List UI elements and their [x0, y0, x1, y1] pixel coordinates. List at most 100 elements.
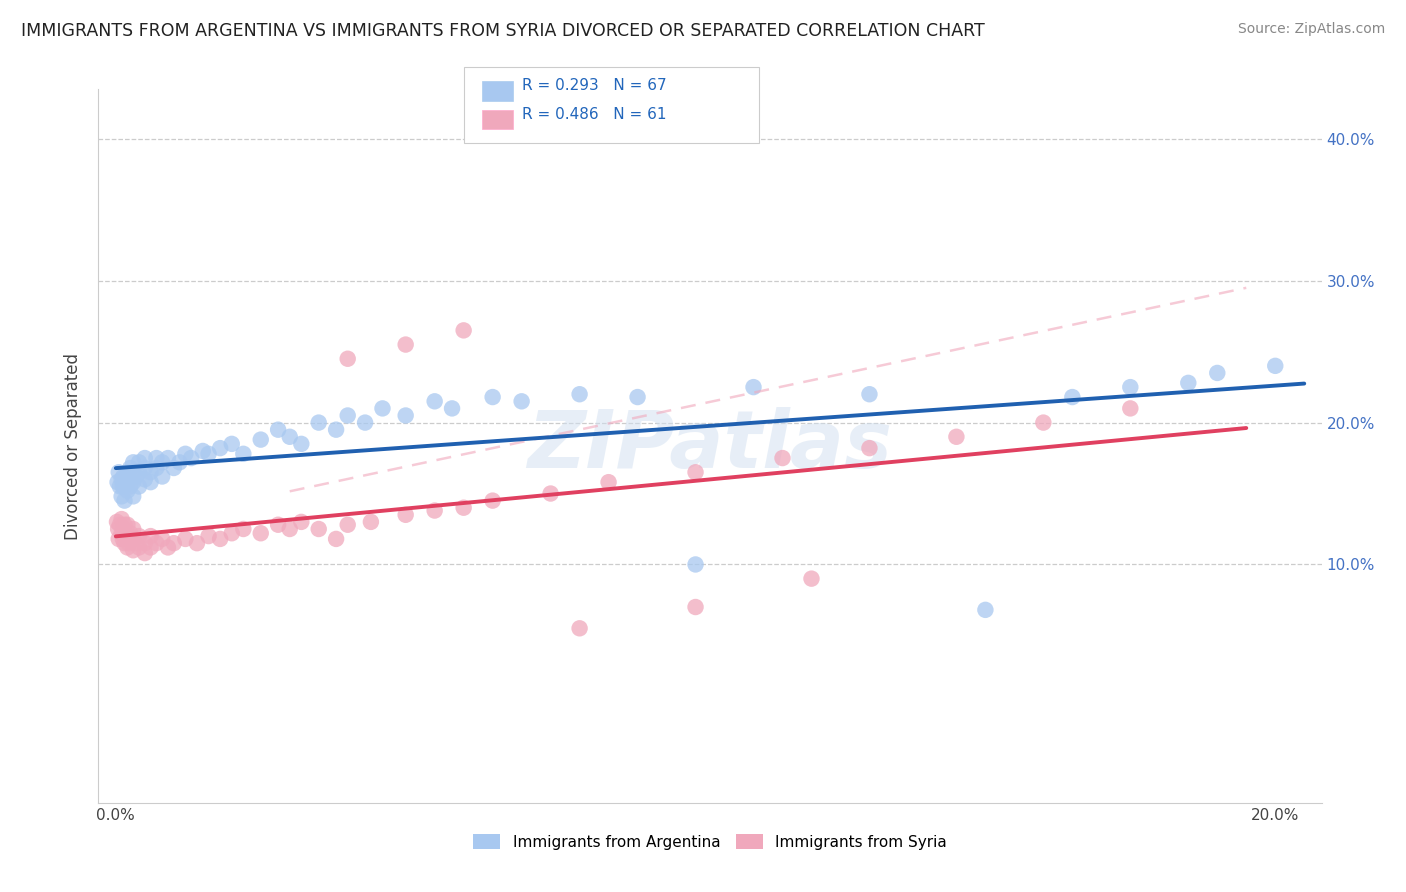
- Point: [114, 536, 136, 550]
- Point: [858, 387, 880, 401]
- Point: [290, 515, 312, 529]
- Point: [325, 423, 347, 437]
- Legend: Immigrants from Argentina, Immigrants from Syria: Immigrants from Argentina, Immigrants fr…: [467, 828, 953, 855]
- Point: [122, 465, 145, 479]
- Point: [134, 546, 156, 560]
- Point: [139, 541, 162, 555]
- Point: [112, 522, 135, 536]
- Point: [117, 517, 139, 532]
- Point: [685, 600, 707, 615]
- Point: [110, 489, 132, 503]
- Point: [117, 536, 139, 550]
- Point: [395, 508, 418, 522]
- Point: [1177, 376, 1199, 390]
- Point: [1119, 380, 1142, 394]
- Point: [128, 465, 150, 479]
- Point: [150, 469, 173, 483]
- Point: [290, 437, 312, 451]
- Point: [163, 461, 186, 475]
- Point: [169, 455, 191, 469]
- Point: [945, 430, 967, 444]
- Text: Source: ZipAtlas.com: Source: ZipAtlas.com: [1237, 22, 1385, 37]
- Point: [423, 503, 446, 517]
- Point: [685, 465, 707, 479]
- Point: [336, 517, 359, 532]
- Point: [249, 526, 271, 541]
- Point: [249, 433, 271, 447]
- Point: [134, 451, 156, 466]
- Point: [209, 532, 232, 546]
- Point: [221, 437, 243, 451]
- Point: [197, 529, 219, 543]
- Point: [278, 430, 301, 444]
- Point: [111, 479, 134, 493]
- Point: [134, 461, 156, 475]
- Point: [626, 390, 648, 404]
- Point: [371, 401, 394, 416]
- Point: [117, 465, 139, 479]
- Y-axis label: Divorced or Separated: Divorced or Separated: [65, 352, 83, 540]
- Point: [122, 532, 145, 546]
- Point: [221, 526, 243, 541]
- Text: R = 0.486   N = 61: R = 0.486 N = 61: [522, 107, 666, 122]
- Point: [108, 517, 131, 532]
- Point: [800, 572, 823, 586]
- Point: [598, 475, 620, 490]
- Point: [360, 515, 382, 529]
- Point: [117, 475, 139, 490]
- Point: [117, 472, 139, 486]
- Point: [232, 522, 254, 536]
- Point: [150, 532, 173, 546]
- Point: [112, 469, 135, 483]
- Point: [111, 532, 134, 546]
- Point: [145, 536, 167, 550]
- Point: [107, 532, 129, 546]
- Point: [186, 536, 208, 550]
- Text: R = 0.293   N = 67: R = 0.293 N = 67: [522, 78, 666, 94]
- Point: [278, 522, 301, 536]
- Point: [108, 479, 131, 493]
- Point: [120, 461, 142, 475]
- Point: [423, 394, 446, 409]
- Point: [308, 416, 330, 430]
- Point: [107, 522, 129, 536]
- Point: [122, 455, 145, 469]
- Point: [128, 455, 150, 469]
- Point: [1206, 366, 1229, 380]
- Text: IMMIGRANTS FROM ARGENTINA VS IMMIGRANTS FROM SYRIA DIVORCED OR SEPARATED CORRELA: IMMIGRANTS FROM ARGENTINA VS IMMIGRANTS …: [21, 22, 984, 40]
- Point: [308, 522, 330, 536]
- Point: [139, 465, 162, 479]
- Point: [128, 541, 150, 555]
- Point: [174, 447, 197, 461]
- Point: [139, 475, 162, 490]
- Point: [180, 451, 202, 466]
- Point: [1119, 401, 1142, 416]
- Point: [122, 522, 145, 536]
- Text: ZIPatlas: ZIPatlas: [527, 407, 893, 485]
- Point: [163, 536, 186, 550]
- Point: [685, 558, 707, 572]
- Point: [107, 475, 129, 490]
- Point: [110, 512, 132, 526]
- Point: [441, 401, 464, 416]
- Point: [156, 451, 179, 466]
- Point: [110, 526, 132, 541]
- Point: [122, 475, 145, 490]
- Point: [114, 479, 136, 493]
- Point: [540, 486, 562, 500]
- Point: [1032, 416, 1054, 430]
- Point: [125, 469, 148, 483]
- Point: [267, 423, 290, 437]
- Point: [122, 543, 145, 558]
- Point: [110, 472, 132, 486]
- Point: [325, 532, 347, 546]
- Point: [174, 532, 197, 546]
- Point: [336, 351, 359, 366]
- Point: [117, 529, 139, 543]
- Point: [105, 515, 128, 529]
- Point: [120, 479, 142, 493]
- Point: [156, 541, 179, 555]
- Point: [209, 441, 232, 455]
- Point: [139, 529, 162, 543]
- Point: [974, 603, 997, 617]
